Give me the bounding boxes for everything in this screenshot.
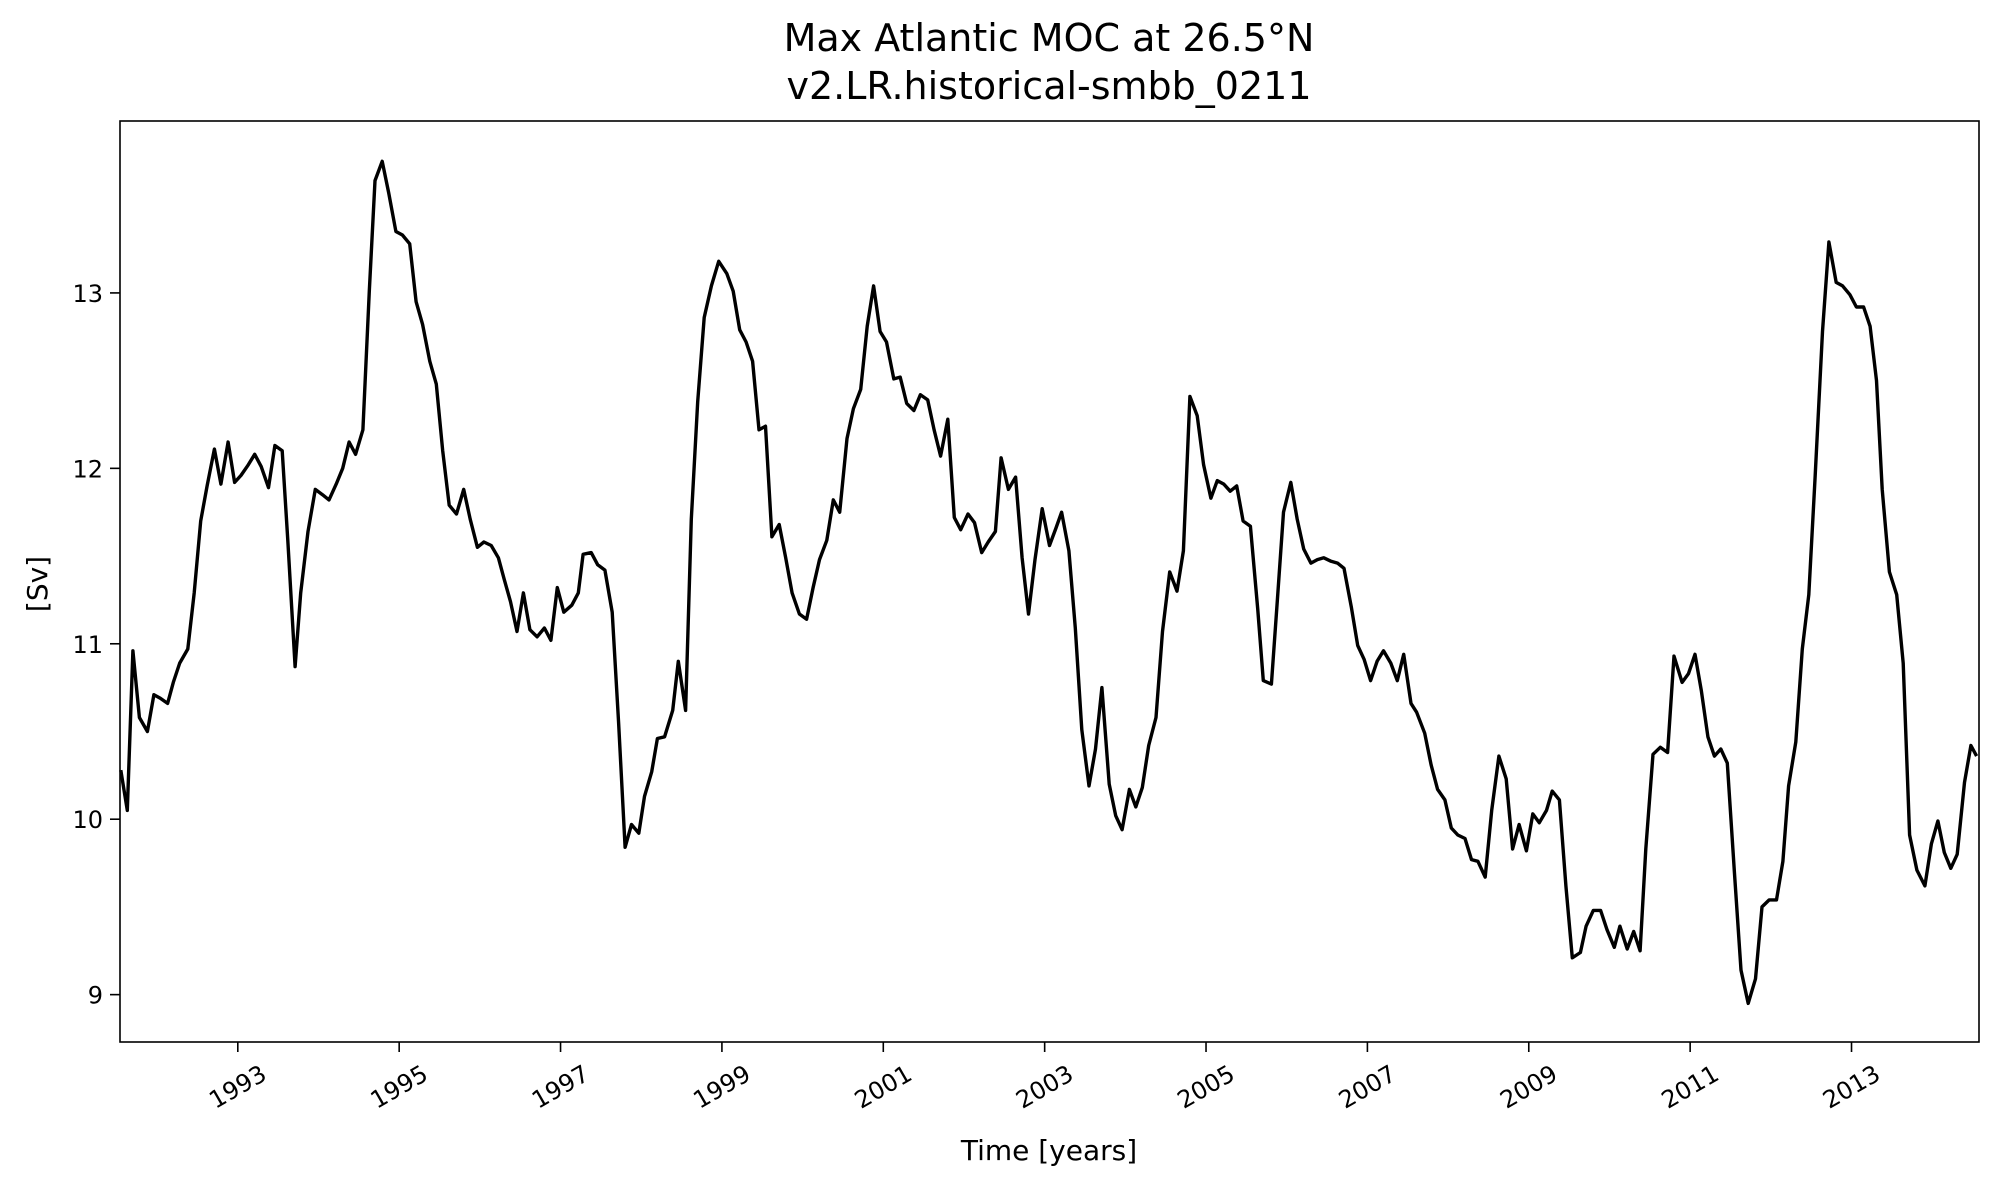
chart-subtitle: v2.LR.historical-smbb_0211 [786,64,1311,108]
y-tick-label: 9 [88,982,103,1010]
chart-title: Max Atlantic MOC at 26.5°N [784,16,1315,60]
y-tick-label: 13 [72,280,103,308]
y-axis-label: [Sv] [21,556,54,612]
y-axis-ticks: 9 10 11 12 13 [72,280,120,1010]
y-tick-label: 11 [72,631,103,659]
series-line [119,159,1979,1006]
y-tick-label: 10 [72,806,103,834]
axes-frame [119,120,1980,1043]
x-axis-label: Time [years] [960,1134,1137,1167]
y-tick-label: 12 [72,455,103,483]
